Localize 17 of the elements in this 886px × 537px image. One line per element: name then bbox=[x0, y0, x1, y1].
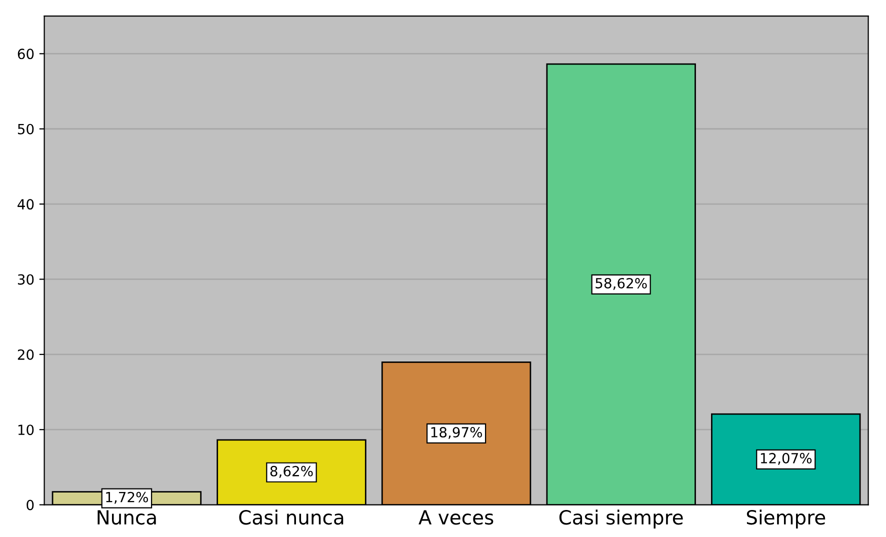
y-tick-label: 10 bbox=[18, 424, 34, 436]
data-label: 8,62% bbox=[270, 466, 313, 478]
x-tick-label: Siempre bbox=[746, 510, 826, 528]
y-tick-label: 40 bbox=[18, 199, 34, 210]
data-label: 12,07% bbox=[760, 452, 812, 465]
data-label: 18,97% bbox=[431, 426, 482, 439]
y-tick-label: 60 bbox=[18, 48, 34, 60]
data-label: 1,72% bbox=[106, 492, 148, 504]
y-tick-label: 30 bbox=[18, 274, 34, 285]
y-tick-label: 50 bbox=[18, 124, 34, 134]
x-tick-label: A veces bbox=[418, 510, 494, 525]
y-tick-label: 20 bbox=[18, 349, 34, 360]
y-tick-label: 0 bbox=[26, 500, 34, 510]
x-tick-label: Nunca bbox=[98, 510, 156, 525]
x-tick-label: Casi nunca bbox=[239, 510, 344, 525]
x-tick-label: Casi siempre bbox=[559, 510, 683, 528]
data-label: 58,62% bbox=[596, 278, 647, 290]
